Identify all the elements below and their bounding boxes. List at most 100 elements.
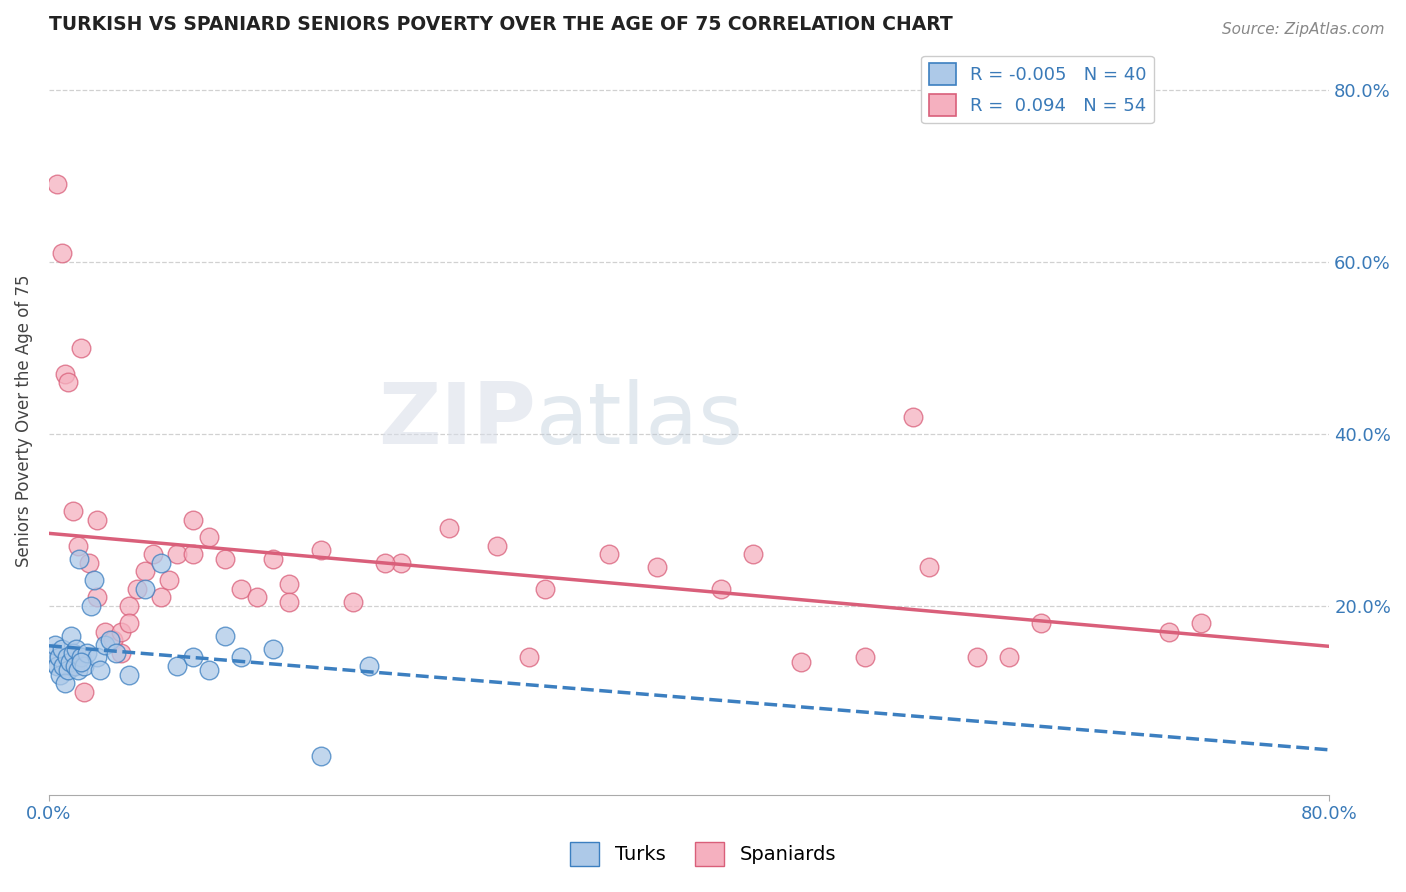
Point [517, 650, 540, 665]
Legend: R = -0.005   N = 40, R =  0.094   N = 54: R = -0.005 N = 40, R = 0.094 N = 54 [921, 55, 1154, 123]
Point [853, 650, 876, 665]
Point [214, 551, 236, 566]
Point [374, 556, 396, 570]
Point [65, 641, 87, 656]
Point [105, 646, 128, 660]
Point [134, 565, 156, 579]
Point [56, 375, 79, 389]
Point [86, 650, 108, 665]
Point [214, 629, 236, 643]
Point [49, 667, 72, 681]
Point [77, 556, 100, 570]
Point [44, 638, 66, 652]
Point [166, 659, 188, 673]
Point [125, 582, 148, 596]
Point [1189, 615, 1212, 630]
Point [157, 573, 180, 587]
Point [66, 539, 89, 553]
Point [150, 556, 173, 570]
Point [94, 624, 117, 639]
Point [70, 341, 93, 355]
Point [181, 650, 204, 665]
Point [55, 650, 77, 665]
Point [101, 633, 124, 648]
Point [110, 646, 132, 660]
Point [42, 646, 65, 660]
Point [246, 591, 269, 605]
Y-axis label: Seniors Poverty Over the Age of 75: Seniors Poverty Over the Age of 75 [15, 275, 32, 567]
Point [262, 641, 284, 656]
Legend: Turks, Spaniards: Turks, Spaniards [562, 834, 844, 873]
Text: atlas: atlas [536, 379, 744, 462]
Point [198, 530, 221, 544]
Point [134, 582, 156, 596]
Point [66, 663, 89, 677]
Point [1031, 615, 1053, 630]
Point [53, 367, 76, 381]
Point [94, 638, 117, 652]
Point [48, 650, 70, 665]
Point [198, 663, 221, 677]
Point [41, 655, 63, 669]
Point [73, 659, 96, 673]
Text: Source: ZipAtlas.com: Source: ZipAtlas.com [1222, 22, 1385, 37]
Point [67, 551, 90, 566]
Point [46, 178, 69, 192]
Point [63, 659, 86, 673]
Point [998, 650, 1021, 665]
Point [229, 650, 252, 665]
Point [86, 591, 108, 605]
Point [76, 646, 98, 660]
Point [181, 547, 204, 561]
Point [278, 594, 301, 608]
Point [229, 582, 252, 596]
Point [150, 591, 173, 605]
Point [486, 539, 509, 553]
Point [1159, 624, 1181, 639]
Point [98, 633, 121, 648]
Point [62, 504, 84, 518]
Text: ZIP: ZIP [378, 379, 536, 462]
Point [181, 513, 204, 527]
Point [645, 560, 668, 574]
Point [110, 624, 132, 639]
Point [309, 542, 332, 557]
Point [598, 547, 620, 561]
Point [342, 594, 364, 608]
Text: TURKISH VS SPANIARD SENIORS POVERTY OVER THE AGE OF 75 CORRELATION CHART: TURKISH VS SPANIARD SENIORS POVERTY OVER… [49, 15, 953, 34]
Point [52, 659, 75, 673]
Point [790, 655, 813, 669]
Point [89, 663, 111, 677]
Point [70, 650, 93, 665]
Point [357, 659, 380, 673]
Point [79, 599, 101, 613]
Point [278, 577, 301, 591]
Point [966, 650, 988, 665]
Point [51, 641, 73, 656]
Point [534, 582, 557, 596]
Point [389, 556, 412, 570]
Point [437, 521, 460, 535]
Point [86, 513, 108, 527]
Point [118, 667, 141, 681]
Point [742, 547, 765, 561]
Point [918, 560, 941, 574]
Point [60, 629, 83, 643]
Point [83, 573, 105, 587]
Point [70, 655, 93, 669]
Point [51, 246, 73, 260]
Point [59, 655, 82, 669]
Point [46, 659, 69, 673]
Point [710, 582, 733, 596]
Point [56, 663, 79, 677]
Point [118, 599, 141, 613]
Point [309, 749, 332, 764]
Point [73, 685, 96, 699]
Point [166, 547, 188, 561]
Point [901, 409, 924, 424]
Point [62, 659, 84, 673]
Point [262, 551, 284, 566]
Point [142, 547, 165, 561]
Point [62, 646, 84, 660]
Point [118, 615, 141, 630]
